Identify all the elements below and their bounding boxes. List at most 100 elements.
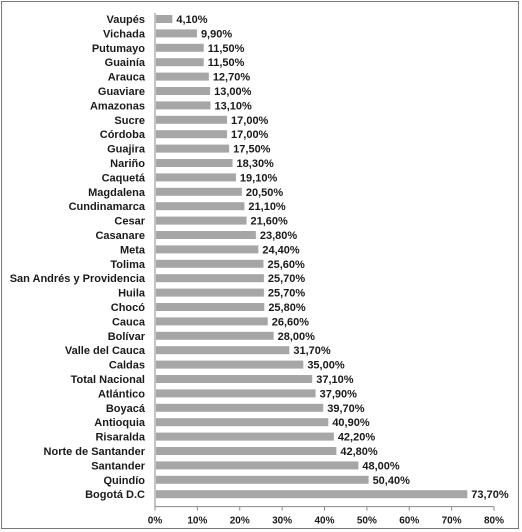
bar <box>156 58 204 67</box>
category-label: Cesar <box>114 216 145 228</box>
bar <box>156 187 242 196</box>
bar <box>156 231 256 239</box>
category-label: Santander <box>91 460 146 472</box>
data-label: 11,50% <box>208 57 245 69</box>
bar <box>156 43 204 52</box>
data-label: 17,00% <box>231 115 269 127</box>
category-label: Tolima <box>110 259 146 271</box>
category-label: Magdalena <box>88 187 146 199</box>
bar <box>156 274 264 283</box>
data-label: 13,00% <box>214 86 252 98</box>
bar <box>156 216 247 225</box>
bar <box>156 331 274 340</box>
category-label: Guajira <box>107 144 146 156</box>
bar <box>156 115 228 124</box>
data-label: 37,90% <box>320 388 358 400</box>
category-label: Putumayo <box>92 43 145 55</box>
data-label: 50,40% <box>373 475 411 487</box>
category-label: Norte de Santander <box>44 446 146 458</box>
data-label: 13,10% <box>215 100 253 112</box>
data-label: 25,70% <box>268 273 306 285</box>
category-label: Meta <box>120 244 146 256</box>
x-tick-label: 50% <box>357 516 377 527</box>
data-label: 26,60% <box>272 316 310 328</box>
bar <box>156 159 233 167</box>
data-label: 39,70% <box>327 403 365 415</box>
bar <box>156 259 264 268</box>
bar <box>156 173 236 182</box>
category-label: Bolívar <box>108 331 146 343</box>
data-label: 31,70% <box>293 345 331 357</box>
bar <box>156 360 304 369</box>
category-label: Arauca <box>108 72 146 84</box>
category-label: Atlántico <box>98 388 145 400</box>
data-label: 17,50% <box>233 144 271 156</box>
x-tick-label: 70% <box>442 516 462 527</box>
bar <box>156 15 173 23</box>
x-tick-label: 0% <box>148 516 163 527</box>
x-tick-label: 60% <box>399 516 419 527</box>
data-label: 48,00% <box>362 460 400 472</box>
bar <box>156 375 313 383</box>
category-label: Quindío <box>103 475 145 487</box>
bar <box>156 432 334 441</box>
data-label: 12,70% <box>213 72 251 84</box>
data-label: 24,40% <box>262 244 300 256</box>
data-label: 37,10% <box>316 374 354 386</box>
bar <box>156 403 324 412</box>
category-label: Cauca <box>112 316 146 328</box>
x-tick-label: 80% <box>484 516 504 527</box>
bar <box>156 288 264 297</box>
category-label: Guainía <box>105 57 146 69</box>
category-label: Caldas <box>109 360 145 372</box>
data-label: 28,00% <box>278 331 316 343</box>
bar <box>156 303 265 311</box>
category-label: Huila <box>118 288 146 300</box>
bar <box>156 245 259 254</box>
data-label: 73,70% <box>471 489 509 501</box>
category-label: Vichada <box>103 28 146 40</box>
category-label: Nariño <box>110 158 145 170</box>
x-tick-label: 30% <box>272 516 292 527</box>
category-label: Amazonas <box>90 100 145 112</box>
category-label: Córdoba <box>100 129 146 141</box>
data-label: 9,90% <box>201 28 232 40</box>
bar <box>156 202 245 211</box>
bar <box>156 144 230 153</box>
bar <box>156 389 316 398</box>
bar <box>156 130 228 139</box>
category-label: Antioquia <box>94 417 146 429</box>
category-label: Total Nacional <box>71 374 145 386</box>
bar <box>156 418 329 427</box>
bar <box>156 72 209 81</box>
category-label: Valle del Cauca <box>65 345 146 357</box>
data-label: 18,30% <box>237 158 275 170</box>
bar <box>156 461 359 470</box>
data-label: 20,50% <box>246 187 284 199</box>
data-label: 21,60% <box>251 216 289 228</box>
bar <box>156 87 211 95</box>
category-label: Casanare <box>95 230 145 242</box>
bar <box>156 346 290 355</box>
data-label: 11,50% <box>208 43 245 55</box>
data-label: 19,10% <box>240 172 278 184</box>
x-tick-label: 40% <box>314 516 334 527</box>
category-label: Vaupés <box>106 14 145 26</box>
category-label: Boyacá <box>106 403 146 415</box>
bar <box>156 317 268 326</box>
data-label: 40,90% <box>332 417 370 429</box>
x-tick-label: 10% <box>187 516 207 527</box>
category-label: Guaviare <box>98 86 145 98</box>
category-label: San Andrés y Providencia <box>10 273 146 285</box>
data-label: 21,10% <box>248 201 286 213</box>
category-label: Bogotá D.C <box>85 489 145 501</box>
x-tick-label: 20% <box>230 516 250 527</box>
data-label: 4,10% <box>176 14 207 26</box>
data-label: 25,60% <box>267 259 305 271</box>
bar <box>156 490 468 499</box>
bar <box>156 475 369 484</box>
bar <box>156 101 211 110</box>
category-label: Caquetá <box>102 172 146 184</box>
data-label: 25,80% <box>268 302 306 314</box>
bar <box>156 447 337 455</box>
